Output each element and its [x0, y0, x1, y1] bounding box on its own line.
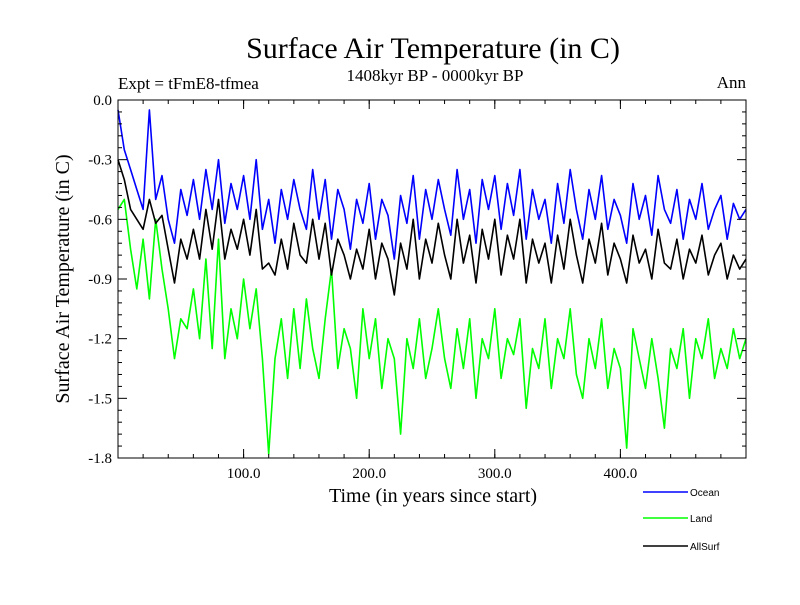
- legend: Ocean Land AllSurf: [643, 488, 720, 553]
- series-group: [117, 109, 747, 455]
- legend-label-land: Land: [690, 514, 712, 525]
- legend-label-allsurf: AllSurf: [690, 542, 720, 553]
- y-tick-label: -0.6: [88, 212, 112, 228]
- x-tick-label: 400.0: [604, 466, 638, 482]
- y-tick-label: -1.5: [88, 391, 112, 407]
- y-tick-label: -0.3: [88, 153, 112, 169]
- series-line-land: [117, 198, 747, 455]
- x-tick-label: 100.0: [227, 466, 261, 482]
- y-tick-label: -1.2: [88, 332, 112, 348]
- chart-subtitle-center: 1408kyr BP - 0000kyr BP: [347, 66, 524, 85]
- y-axis-label: Surface Air Temperature (in C): [52, 154, 74, 403]
- x-tick-label: 200.0: [352, 466, 386, 482]
- chart-title: Surface Air Temperature (in C): [246, 32, 620, 65]
- legend-label-ocean: Ocean: [690, 488, 719, 499]
- x-tick-label: 300.0: [478, 466, 512, 482]
- series-line-ocean: [117, 109, 747, 260]
- y-tick-label: -1.8: [88, 451, 112, 467]
- series-line-allsurf: [117, 159, 747, 296]
- axes-group: 100.0 200.0 300.0 400.0 0.0 -0.3 -0.6 -0.9 -1.2 -…: [88, 93, 747, 482]
- y-tick-label: -0.9: [88, 272, 112, 288]
- chart-subtitle-right: Ann: [717, 73, 747, 92]
- chart-subtitle-left: Expt = tFmE8-tfmea: [118, 74, 259, 93]
- x-axis-label: Time (in years since start): [329, 485, 537, 507]
- y-tick-label: 0.0: [93, 93, 112, 109]
